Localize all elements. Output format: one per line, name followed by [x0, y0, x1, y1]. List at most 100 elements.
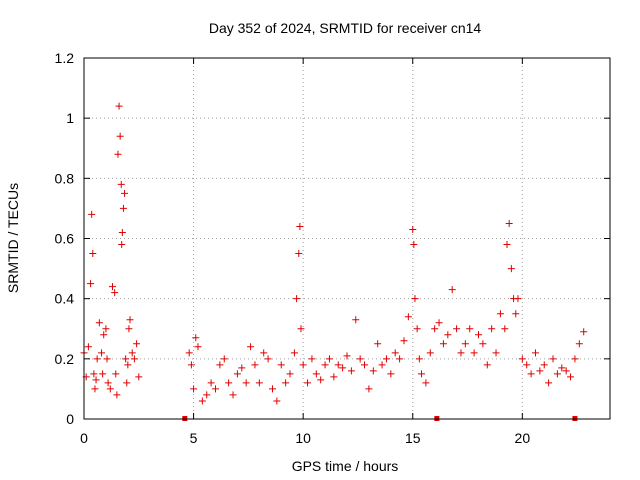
data-point — [531, 349, 539, 357]
data-point — [503, 241, 511, 249]
x-tick-label: 5 — [190, 430, 198, 446]
data-point — [356, 355, 364, 363]
data-point — [112, 370, 120, 378]
data-point — [115, 102, 123, 110]
data-point — [505, 219, 513, 227]
data-point — [118, 228, 126, 236]
data-point — [553, 370, 561, 378]
data-point — [187, 361, 195, 369]
axis-ticks: 0 0.2 0.4 0.6 0.8 1 1.2 0 5 10 15 20 — [55, 50, 610, 446]
data-point — [220, 355, 228, 363]
data-point — [501, 325, 509, 333]
data-point — [304, 379, 312, 387]
data-point — [128, 349, 136, 357]
y-tick-label: 0.6 — [55, 231, 75, 247]
chart-title: Day 352 of 2024, SRMTID for receiver cn1… — [209, 20, 482, 36]
y-tick-label: 1 — [66, 110, 74, 126]
x-axis-label: GPS time / hours — [292, 458, 399, 474]
data-points — [80, 102, 588, 421]
data-point — [426, 349, 434, 357]
data-point — [225, 379, 233, 387]
data-point — [133, 340, 141, 348]
data-point — [567, 373, 575, 381]
y-tick-label: 0.4 — [55, 291, 75, 307]
data-point — [103, 355, 111, 363]
data-point — [282, 379, 290, 387]
data-point — [545, 379, 553, 387]
data-point — [466, 325, 474, 333]
x-tick-label: 0 — [80, 430, 88, 446]
data-point — [492, 349, 500, 357]
data-point — [242, 379, 250, 387]
data-point — [192, 334, 200, 342]
data-point — [190, 385, 198, 393]
data-point — [365, 385, 373, 393]
plot-frame — [83, 57, 611, 420]
data-point — [125, 325, 133, 333]
data-point — [396, 355, 404, 363]
data-point — [92, 376, 100, 384]
data-point — [461, 340, 469, 348]
data-point — [119, 204, 127, 212]
y-tick-label: 1.2 — [55, 50, 75, 66]
data-point — [296, 222, 304, 230]
y-axis-label: SRMTID / TECUs — [5, 183, 21, 293]
data-point — [549, 355, 557, 363]
data-point — [98, 349, 106, 357]
data-point — [391, 349, 399, 357]
data-point — [260, 349, 268, 357]
data-point — [130, 355, 138, 363]
data-point — [439, 340, 447, 348]
y-tick-label: 0 — [66, 411, 74, 427]
data-point — [330, 373, 338, 381]
data-point — [233, 370, 241, 378]
data-point — [562, 367, 570, 375]
data-point — [409, 225, 417, 233]
data-point — [113, 391, 121, 399]
data-point — [334, 361, 342, 369]
data-point — [536, 367, 544, 375]
data-point — [361, 361, 369, 369]
data-point — [453, 325, 461, 333]
data-point — [457, 349, 465, 357]
data-point — [229, 391, 237, 399]
data-point — [387, 370, 395, 378]
data-point — [317, 376, 325, 384]
data-point — [295, 250, 303, 258]
data-point — [558, 364, 566, 372]
data-point — [308, 355, 316, 363]
data-point — [415, 355, 423, 363]
data-point — [575, 340, 583, 348]
data-point — [212, 385, 219, 393]
data-point — [411, 295, 419, 303]
data-point — [264, 355, 272, 363]
data-point — [448, 286, 456, 294]
data-point — [104, 379, 112, 387]
data-point — [238, 364, 246, 372]
data-point — [321, 361, 329, 369]
data-point — [343, 352, 351, 360]
data-point — [216, 361, 224, 369]
data-point — [111, 289, 119, 297]
data-point — [114, 150, 122, 158]
y-tick-label: 0.8 — [55, 170, 75, 186]
data-point — [88, 210, 96, 218]
data-point — [93, 355, 101, 363]
data-point — [514, 295, 522, 303]
data-point — [339, 364, 347, 372]
y-tick-label: 0.2 — [55, 351, 75, 367]
data-point — [479, 340, 487, 348]
data-point — [347, 367, 355, 375]
data-point — [369, 367, 377, 375]
data-point — [422, 379, 430, 387]
data-point — [527, 370, 535, 378]
data-point — [470, 349, 478, 357]
data-point — [431, 325, 439, 333]
data-point — [404, 313, 412, 321]
data-point — [123, 379, 131, 387]
data-point — [106, 385, 114, 393]
data-point — [488, 325, 496, 333]
x-tick-label: 10 — [295, 430, 311, 446]
data-point — [135, 373, 143, 381]
